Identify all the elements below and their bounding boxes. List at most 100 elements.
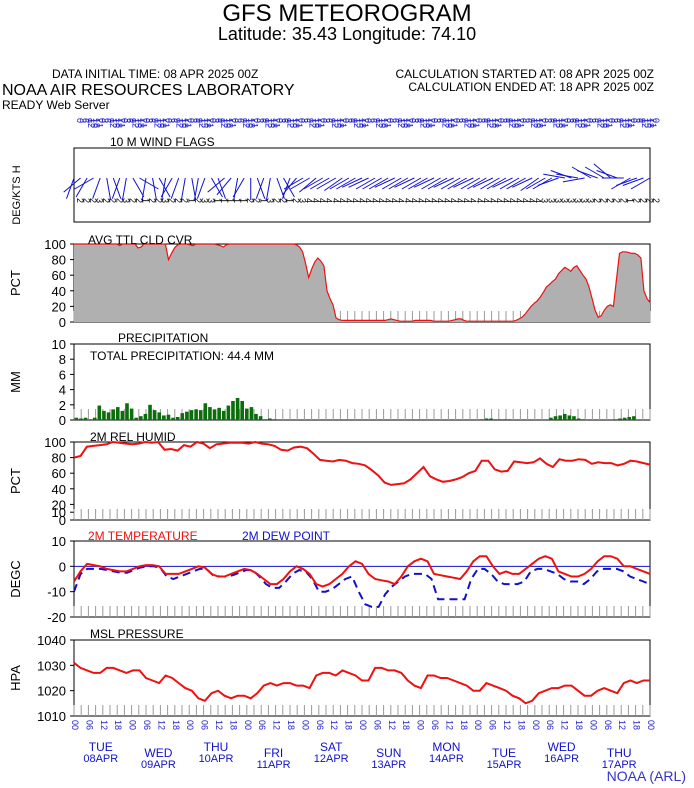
wind-hour-label: 9: [571, 118, 581, 123]
wind-hour-label: 3: [321, 118, 331, 123]
wind-speed-label: 4: [533, 198, 543, 203]
wind-hour-label: 0: [186, 118, 196, 123]
x-hour-label: 18: [516, 720, 526, 730]
wind-hour-label: 0: [341, 118, 351, 123]
wind-hour-label: 12: [130, 118, 140, 128]
wind-hour-label: 12: [108, 118, 118, 128]
precip-bar: [194, 409, 198, 420]
cloud-tick-label: 20: [52, 299, 66, 314]
wind-barb: [486, 177, 507, 190]
pressure-ylabel: HPA: [8, 665, 23, 691]
wind-barb: [75, 177, 88, 198]
wind-hour-label: 9: [349, 118, 359, 123]
wind-speed-label: 4: [455, 198, 465, 203]
wind-barb: [74, 177, 94, 190]
humid-tick-label: 10: [52, 505, 66, 520]
wind-hour-label: 0: [208, 118, 218, 123]
wind-barb: [427, 177, 448, 190]
precip-bar: [231, 401, 235, 420]
wind-speed-label: 4: [527, 198, 537, 203]
precip-bar: [484, 418, 489, 420]
wind-speed-label: 1: [232, 198, 242, 203]
wind-barb: [355, 177, 376, 190]
wind-hour-label: 9: [482, 118, 492, 123]
precip-bar: [157, 412, 162, 420]
wind-barb: [329, 177, 350, 190]
wind-speed-label: 4: [448, 198, 458, 203]
wind-speed-label: 4: [337, 198, 347, 203]
humid-tick-label: 60: [52, 466, 66, 481]
wind-hour-label: 18: [645, 118, 655, 128]
x-hour-label: 00: [70, 720, 80, 730]
x-hour-label: 06: [84, 720, 94, 730]
wind-hour-label: 0: [274, 118, 284, 123]
wind-hour-label: 18: [180, 118, 190, 128]
wind-hour-label: 3: [144, 118, 154, 123]
wind-barb: [388, 177, 409, 190]
wind-hour-label: 12: [374, 118, 384, 128]
wind-hour-label: 15: [443, 118, 453, 128]
x-day-date: 09APR: [141, 759, 176, 771]
precip-title: PRECIPITATION: [118, 331, 208, 345]
wind-speed-label: 2: [82, 198, 92, 203]
x-day-date: 16APR: [544, 753, 579, 765]
precip-tick-label: 6: [59, 367, 66, 382]
wind-speed-label: 3: [160, 198, 170, 203]
precip-bar: [134, 417, 139, 420]
wind-hour-label: 3: [388, 118, 398, 123]
wind-hour-label: 9: [416, 118, 426, 123]
wind-hour-label: 21: [161, 118, 171, 128]
precip-bar: [244, 408, 249, 420]
wind-hour-label: 0: [119, 118, 129, 123]
wind-speed-label: 4: [343, 198, 353, 203]
wind-hour-label: 21: [272, 118, 282, 128]
wind-barb: [440, 177, 461, 190]
wind-speed-label: 2: [618, 198, 628, 203]
wind-hour-label: 12: [418, 118, 428, 128]
wind-hour-label: 15: [621, 118, 631, 128]
wind-hour-label: 12: [263, 118, 273, 128]
wind-hour-label: 0: [585, 118, 595, 123]
wind-barb: [324, 177, 343, 192]
wind-speed-label: 4: [396, 198, 406, 203]
precip-bar: [480, 419, 484, 420]
precip-bar: [83, 417, 88, 420]
wind-barb: [453, 177, 474, 188]
wind-barb: [447, 177, 467, 190]
wind-hour-label: 18: [623, 118, 633, 128]
wind-hour-label: 0: [407, 118, 417, 123]
wind-barb: [256, 177, 266, 199]
cloud-title: AVG TTL CLD CVR: [88, 233, 193, 247]
cloud-tick-label: 40: [52, 284, 66, 299]
precip-bar: [576, 418, 581, 420]
temp-tick-label: -10: [47, 585, 66, 600]
x-hour-label: 00: [358, 720, 368, 730]
wind-barb: [472, 177, 494, 188]
wind-hour-label: 21: [560, 118, 570, 128]
wind-barb: [141, 177, 147, 200]
humid-panel-frame: [73, 441, 651, 521]
wind-hour-label: 6: [457, 118, 467, 123]
precip-bar: [166, 414, 171, 420]
wind-hour-label: 9: [128, 118, 138, 123]
wind-hour-label: 18: [269, 118, 279, 128]
location-subtitle: Latitude: 35.43 Longitude: 74.10: [217, 24, 477, 44]
wind-barb: [460, 177, 481, 190]
wind-barb: [276, 177, 285, 199]
wind-speed-label: 2: [127, 198, 137, 203]
wind-speed-label: 4: [514, 198, 524, 203]
x-hour-label: 12: [99, 720, 109, 730]
wind-hour-label: 15: [89, 118, 99, 128]
x-day-date: 10APR: [199, 753, 234, 765]
wind-speed-label: 3: [199, 198, 209, 203]
wind-barb: [576, 170, 598, 179]
temp-legend-dewpoint: 2M DEW POINT: [242, 529, 331, 543]
wind-hour-label: 0: [496, 118, 506, 123]
wind-hour-label: 18: [424, 118, 434, 128]
wind-hour-label: 12: [485, 118, 495, 128]
wind-barb: [596, 170, 618, 179]
wind-barb: [232, 177, 245, 198]
wind-hour-label: 21: [427, 118, 437, 128]
precip-bar: [97, 405, 102, 420]
wind-hour-label: 18: [291, 118, 301, 128]
